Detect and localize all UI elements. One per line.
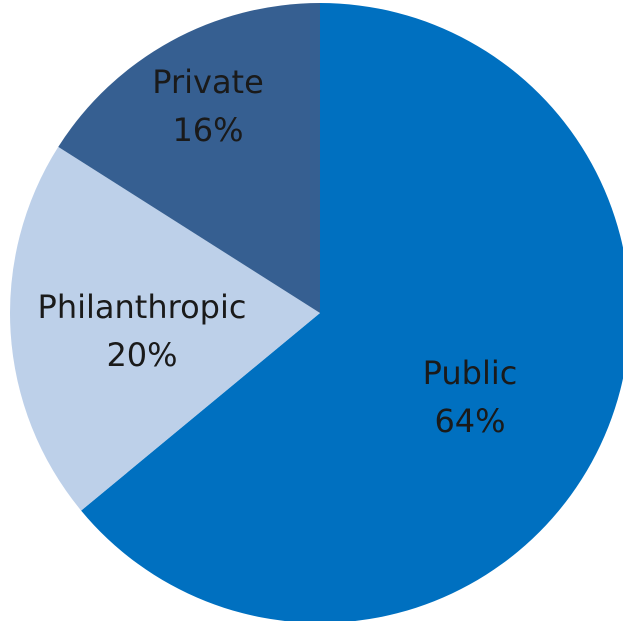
pie-slice-philanthropic bbox=[9, 146, 320, 511]
pie-slice-private bbox=[58, 3, 320, 313]
slice-value-label-public: 64% bbox=[434, 402, 505, 440]
pie-labels: Public 64% Philanthropic 20% Private 16% bbox=[38, 63, 518, 440]
pie-slices bbox=[9, 3, 623, 621]
slice-label-philanthropic: Philanthropic bbox=[38, 288, 247, 326]
slice-label-private: Private bbox=[152, 63, 264, 101]
slice-value-label-private: 16% bbox=[172, 111, 243, 149]
slice-label-public: Public bbox=[423, 354, 518, 392]
pie-slice-public bbox=[81, 3, 623, 621]
slice-value-label-philanthropic: 20% bbox=[106, 336, 177, 374]
